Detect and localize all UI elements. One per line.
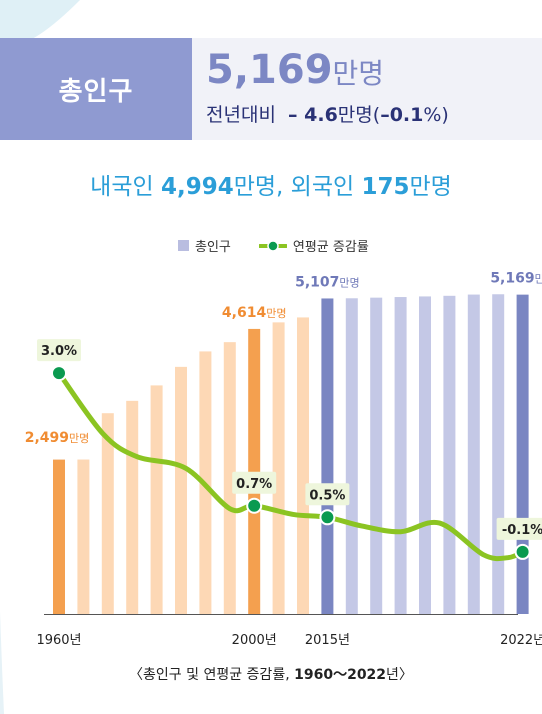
- population-bar: [443, 295, 456, 614]
- bar-swatch-icon: [178, 240, 189, 251]
- growth-rate-label: 0.7%: [236, 477, 272, 492]
- yoy-pct-open: (: [372, 104, 381, 126]
- population-bar: [345, 298, 358, 614]
- legend-item-growth-rate: 연평균 증감률: [258, 236, 369, 255]
- bar-value-label: 5,107만명: [295, 274, 360, 290]
- growth-rate-label-box: [305, 483, 350, 506]
- bar-value-number: 5,107: [295, 274, 339, 290]
- domestic-foreign-summary: 내국인 4,994만명, 외국인 175만명: [0, 170, 542, 204]
- total-population-value: 5,169만명: [206, 44, 384, 100]
- growth-rate-point: [51, 365, 67, 382]
- bar-value-label: 2,499만명: [25, 430, 90, 446]
- population-bar: [321, 298, 334, 614]
- bar-value-unit: 만명: [266, 307, 286, 320]
- population-bar: [126, 400, 139, 614]
- growth-rate-label-box: [37, 339, 81, 362]
- population-bar: [175, 366, 187, 614]
- growth-rate-label: 3.0%: [41, 344, 77, 359]
- line-dot-swatch-icon: [258, 239, 287, 252]
- bar-value-unit: 만명: [339, 276, 359, 289]
- population-bar: [150, 385, 163, 614]
- population-bar: [272, 322, 285, 614]
- population-bar: [419, 296, 431, 614]
- caption-range: 1960～2022: [294, 667, 387, 683]
- growth-rate-label-box: [232, 471, 277, 494]
- population-bar: [101, 413, 114, 614]
- bar-value-unit: 만명: [69, 432, 89, 445]
- domestic-number: 4,994: [160, 174, 234, 200]
- growth-rate-line: [56, 370, 526, 562]
- population-bar: [248, 328, 261, 614]
- bar-value-unit: 만명: [535, 273, 542, 286]
- population-bar: [492, 294, 505, 614]
- total-population-label: 총인구: [58, 76, 134, 107]
- growth-rate-label: 0.5%: [309, 488, 345, 503]
- year-over-year-change: 전년대비 – 4.6만명(–0.1%): [206, 102, 449, 128]
- bar-value-label: 4,614만명: [222, 305, 287, 321]
- population-bar: [370, 297, 383, 614]
- growth-rate-label-box: [496, 517, 542, 540]
- yoy-label: 전년대비: [206, 104, 276, 126]
- x-tick-label: 2015년: [305, 633, 350, 648]
- yoy-unit: 만명: [337, 104, 373, 126]
- population-bar: [223, 342, 236, 614]
- subtitle-part1: 내국인: [90, 174, 161, 200]
- total-population-value-box: 5,169만명 전년대비 – 4.6만명(–0.1%): [192, 38, 542, 140]
- chart-legend: 총인구 연평균 증감률: [178, 236, 389, 255]
- population-bar: [394, 297, 407, 614]
- caption-suffix: 년〉: [386, 667, 413, 683]
- subtitle-part2: 만명, 외국인: [233, 174, 362, 200]
- growth-rate-point: [246, 497, 263, 514]
- total-population-number: 5,169: [206, 47, 333, 93]
- population-bar: [297, 317, 309, 614]
- population-bar: [53, 459, 65, 614]
- total-population-unit: 만명: [332, 57, 385, 90]
- population-bar: [467, 294, 480, 614]
- subtitle-part3: 만명: [409, 174, 452, 200]
- x-tick-label: 1960년: [36, 633, 81, 648]
- foreign-number: 175: [361, 174, 410, 200]
- bar-value-number: 5,169: [490, 271, 534, 287]
- yoy-pct-value: –0.1: [380, 104, 424, 126]
- population-bar: [516, 294, 529, 614]
- total-population-label-box: 총인구: [0, 38, 192, 140]
- yoy-pct-close: %): [423, 104, 449, 126]
- growth-rate-point: [319, 509, 336, 526]
- legend-label-population: 총인구: [195, 240, 231, 255]
- bar-value-label: 5,169만명: [490, 271, 542, 287]
- yoy-number: – 4.6: [288, 104, 338, 126]
- caption-prefix: 〈총인구 및 연평균 증감률,: [129, 667, 295, 683]
- legend-label-growth-rate: 연평균 증감률: [292, 240, 369, 255]
- x-tick-label: 2022년: [500, 633, 542, 648]
- population-bar: [77, 459, 90, 614]
- bar-value-number: 4,614: [222, 305, 267, 321]
- chart-caption: 〈총인구 및 연평균 증감률, 1960～2022년〉: [0, 664, 542, 684]
- growth-rate-label: -0.1%: [502, 523, 542, 538]
- bar-value-number: 2,499: [25, 430, 69, 446]
- legend-item-population: 총인구: [178, 236, 231, 255]
- growth-rate-point: [514, 543, 531, 560]
- x-tick-label: 2000년: [232, 633, 277, 648]
